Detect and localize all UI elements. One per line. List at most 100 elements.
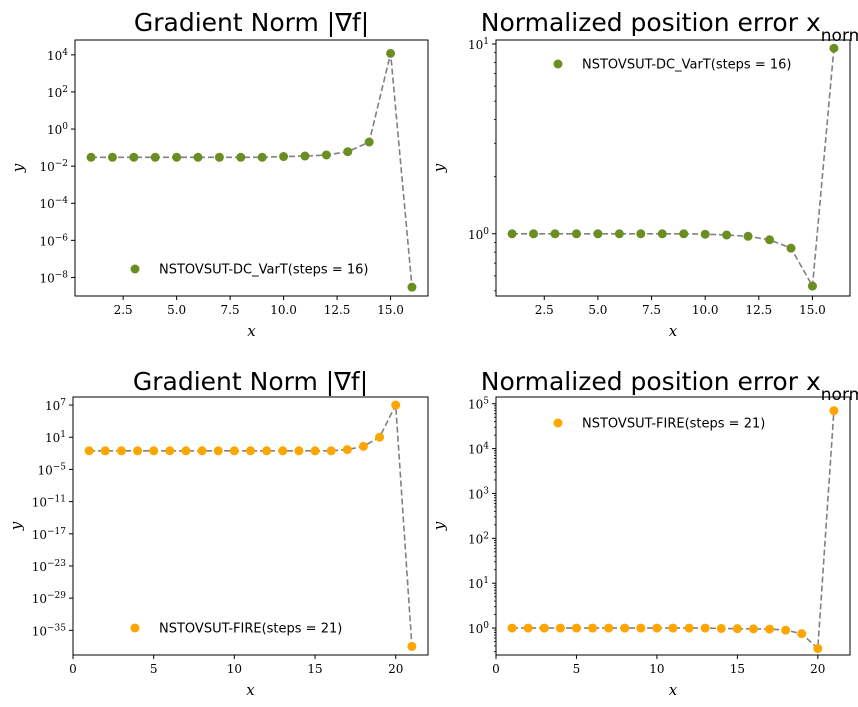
data-point — [236, 152, 246, 162]
data-point — [571, 623, 581, 633]
data-point — [407, 641, 417, 651]
plot-frame — [495, 396, 851, 656]
legend-label: NSTOVSUT-FIRE(steps = 21) — [582, 417, 765, 432]
data-point — [829, 406, 839, 416]
legend-label: NSTOVSUT-FIRE(steps = 21) — [159, 622, 342, 637]
x-tick-label: 7.5 — [642, 303, 661, 317]
data-point — [197, 446, 207, 456]
legend-label: NSTOVSUT-DC_VarT(steps = 16) — [159, 263, 368, 278]
data-point — [765, 235, 775, 245]
x-tick-label: 20 — [388, 662, 403, 676]
data-point — [529, 229, 539, 239]
data-point — [181, 446, 191, 456]
data-point — [229, 446, 239, 456]
data-point — [743, 231, 753, 241]
y-tick-label: 10−2 — [39, 159, 68, 174]
data-point — [375, 432, 385, 442]
y-tick-label: 10−17 — [32, 527, 67, 542]
data-point — [278, 446, 288, 456]
y-tick-label: 107 — [45, 398, 66, 413]
x-tick-label: 15 — [307, 662, 322, 676]
x-tick-label: 15.0 — [799, 303, 826, 317]
data-point — [214, 152, 224, 162]
data-point — [604, 623, 614, 633]
data-point — [84, 446, 94, 456]
data-point — [150, 152, 160, 162]
data-point — [765, 624, 775, 634]
data-point — [279, 152, 289, 162]
chart-panel-2: Normalized position error xnorm 2.5 5.0 7.5… — [430, 8, 858, 340]
data-point — [507, 229, 517, 239]
data-point — [193, 152, 203, 162]
y-tick-label: 100 — [468, 621, 489, 636]
x-axis-label: x — [669, 322, 678, 340]
data-point — [636, 229, 646, 239]
data-point — [326, 446, 336, 456]
y-tick-label: 103 — [468, 486, 489, 501]
series-line — [512, 48, 835, 289]
legend-marker — [130, 623, 140, 633]
data-point — [829, 43, 839, 53]
y-axis-label: y — [9, 163, 27, 173]
y-tick-label: 10−4 — [39, 196, 68, 211]
data-point — [807, 281, 817, 291]
x-tick-label: 2.5 — [114, 303, 133, 317]
plot-frame — [72, 396, 429, 656]
y-tick-label: 10−8 — [39, 270, 68, 285]
data-point — [213, 446, 223, 456]
chart-panel-3: Gradient Norm |∇f| 0 5 10 15 20 10−35 10−29 10−2… — [7, 367, 429, 699]
data-point — [555, 623, 565, 633]
data-point — [700, 229, 710, 239]
y-tick-label: 102 — [468, 531, 489, 546]
series-line — [89, 402, 413, 647]
data-point — [620, 623, 630, 633]
data-point — [657, 229, 667, 239]
legend-marker — [553, 59, 563, 69]
data-point — [813, 644, 823, 654]
x-tick-label: 20 — [810, 662, 825, 676]
y-tick-label: 10−6 — [39, 233, 68, 248]
x-tick-label: 0 — [69, 662, 77, 676]
data-point — [257, 152, 267, 162]
data-point — [539, 623, 549, 633]
data-point — [165, 446, 175, 456]
y-tick-label: 101 — [468, 37, 489, 52]
data-point — [342, 445, 352, 455]
data-point — [722, 230, 732, 240]
data-point — [571, 229, 581, 239]
series-line — [91, 53, 413, 288]
data-point — [550, 229, 560, 239]
data-point — [652, 623, 662, 633]
data-point — [364, 137, 374, 147]
data-point — [172, 152, 182, 162]
x-axis-label: x — [247, 322, 256, 340]
chart-title: Gradient Norm |∇f| — [134, 8, 369, 37]
x-tick-label: 10 — [227, 662, 242, 676]
data-point — [732, 624, 742, 634]
data-point — [300, 151, 310, 161]
x-tick-label: 5 — [573, 662, 581, 676]
y-tick-label: 10−5 — [37, 462, 66, 477]
y-tick-label: 104 — [468, 442, 489, 457]
y-tick-label: 105 — [468, 397, 489, 412]
data-point — [386, 48, 396, 58]
x-tick-label: 15 — [730, 662, 745, 676]
chart-panel-1: Gradient Norm |∇f| 2.5 5.0 7.5 10.0 12.5 15.0 1… — [9, 8, 429, 340]
data-point — [246, 446, 255, 456]
data-point — [797, 629, 807, 639]
data-point — [636, 623, 646, 633]
x-tick-label: 0 — [492, 662, 500, 676]
data-point — [614, 229, 624, 239]
data-point — [262, 446, 272, 456]
y-tick-label: 101 — [45, 430, 66, 445]
x-tick-label: 10 — [649, 662, 664, 676]
x-tick-label: 5 — [150, 662, 158, 676]
data-point — [310, 446, 320, 456]
y-tick-label: 100 — [47, 122, 68, 137]
data-point — [781, 625, 791, 635]
y-tick-label: 10−23 — [32, 559, 67, 574]
y-tick-label: 100 — [468, 227, 489, 242]
legend-marker — [553, 418, 563, 428]
chart-panel-4: Normalized position error xnorm 0 5 10 15 20 1… — [430, 367, 858, 699]
data-point — [133, 446, 143, 456]
